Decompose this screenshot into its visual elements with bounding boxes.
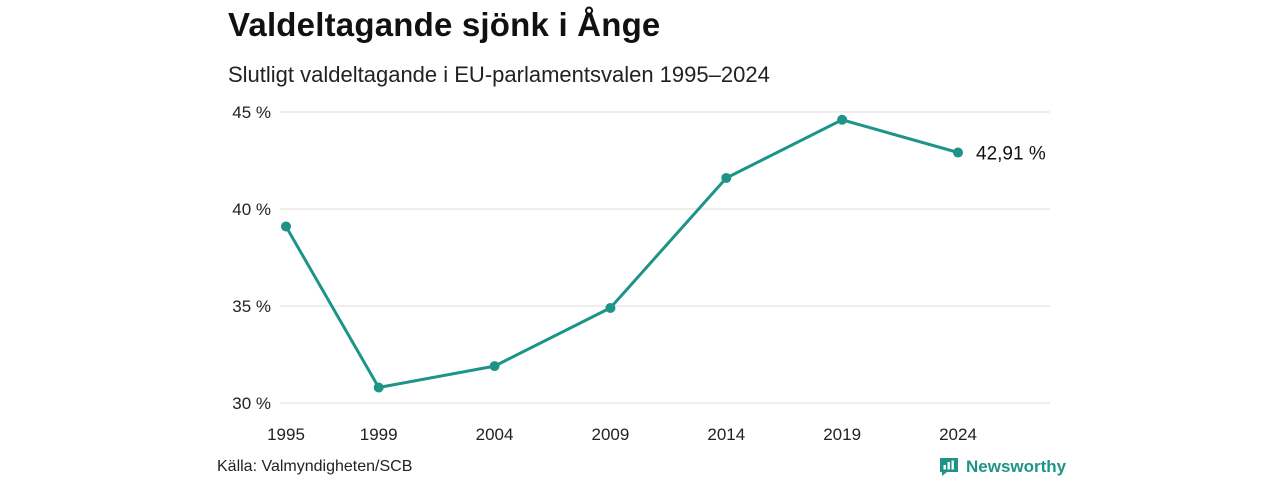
y-tick-label: 45 % <box>232 103 271 122</box>
chart-title: Valdeltagande sjönk i Ånge <box>228 6 661 43</box>
data-point <box>605 302 616 313</box>
chart-subtitle: Slutligt valdeltagande i EU-parlamentsva… <box>228 62 770 87</box>
data-point <box>837 114 848 125</box>
data-point <box>489 361 500 372</box>
data-point <box>281 221 291 232</box>
end-value-label: 42,91 % <box>976 144 1046 165</box>
brand-name: Newsworthy <box>966 457 1067 476</box>
x-tick-label: 1995 <box>267 425 305 444</box>
y-tick-label: 40 % <box>232 200 271 219</box>
y-axis: 30 % 35 % 40 % 45 % <box>232 103 271 413</box>
gridlines <box>280 111 1050 404</box>
x-tick-label: 2009 <box>591 425 629 444</box>
x-tick-label: 2024 <box>939 425 977 444</box>
y-tick-label: 30 % <box>232 394 271 413</box>
data-points <box>281 114 963 393</box>
x-tick-label: 2019 <box>823 425 861 444</box>
data-point <box>953 147 963 158</box>
brand-logo: Newsworthy <box>938 456 1066 478</box>
x-tick-label: 2014 <box>707 425 745 444</box>
bar-chart-speech-bubble-icon <box>940 458 958 476</box>
series-line <box>284 118 960 389</box>
source-note: Källa: Valmyndigheten/SCB <box>217 458 413 475</box>
x-tick-label: 2004 <box>476 425 514 444</box>
data-point <box>373 382 384 393</box>
x-axis: 1995 1999 2004 2009 2014 2019 2024 <box>267 425 977 444</box>
y-tick-label: 35 % <box>232 297 271 316</box>
data-point <box>721 172 732 183</box>
x-tick-label: 1999 <box>360 425 398 444</box>
